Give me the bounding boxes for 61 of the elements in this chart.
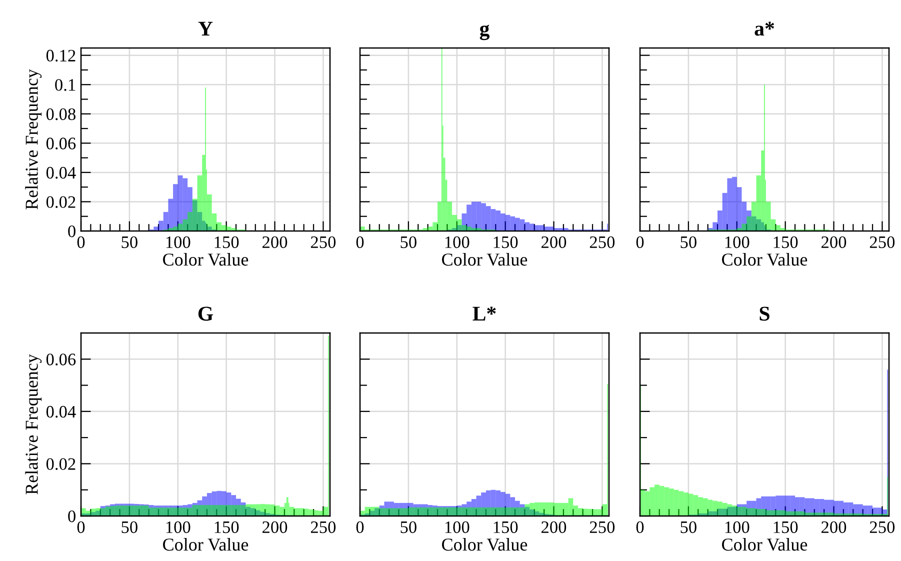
y-tick-label: 0.06 <box>46 138 76 150</box>
x-tick-label: 50 <box>122 236 138 248</box>
x-tick-label: 150 <box>494 521 518 534</box>
x-tick-label: 200 <box>542 236 566 248</box>
x-tick-label: 0 <box>77 521 85 534</box>
x-tick-label: 100 <box>725 236 750 248</box>
y-tick-label: 0 <box>68 225 76 238</box>
x-tick-label: 50 <box>400 521 416 534</box>
x-axis-title: Color Value <box>442 252 528 266</box>
x-tick-label: 250 <box>870 521 895 534</box>
x-tick-label: 0 <box>77 236 85 248</box>
x-tick-label: 100 <box>166 521 190 534</box>
x-axis-title: Color Value <box>163 538 248 551</box>
x-tick-label: 0 <box>636 236 644 248</box>
y-axis-title: Relative Frequency <box>25 69 42 210</box>
x-axis-title: Color Value <box>163 252 248 266</box>
x-tick-label: 50 <box>122 521 138 534</box>
chart-title: G <box>198 306 214 321</box>
y-tick-label: 0.02 <box>46 458 76 470</box>
chart-title: g <box>480 24 490 40</box>
y-tick-label: 0.06 <box>46 354 76 366</box>
y-axis-title: Relative Frequency <box>25 354 42 494</box>
x-tick-label: 200 <box>262 521 288 534</box>
x-tick-label: 0 <box>636 521 644 534</box>
x-tick-label: 250 <box>590 236 615 248</box>
x-tick-label: 250 <box>590 521 615 534</box>
x-tick-label: 50 <box>680 521 696 534</box>
x-axis-title: Color Value <box>722 252 808 266</box>
x-tick-label: 50 <box>400 236 416 248</box>
x-tick-label: 250 <box>870 236 895 248</box>
x-tick-label: 250 <box>310 521 336 534</box>
x-tick-label: 150 <box>494 236 518 248</box>
x-tick-label: 200 <box>262 236 288 248</box>
y-tick-label: 0 <box>68 510 76 522</box>
x-tick-label: 100 <box>445 236 470 248</box>
x-tick-label: 200 <box>822 236 846 248</box>
chart-title: L* <box>472 306 496 320</box>
x-tick-label: 100 <box>725 521 750 534</box>
x-axis-title: Color Value <box>722 538 808 551</box>
x-axis-title: Color Value <box>442 538 528 551</box>
x-tick-label: 150 <box>214 521 239 534</box>
x-tick-label: 150 <box>214 236 239 248</box>
y-tick-label: 0.04 <box>46 406 76 418</box>
x-tick-label: 0 <box>356 236 364 248</box>
x-tick-label: 200 <box>822 521 846 534</box>
x-tick-label: 50 <box>680 236 696 248</box>
x-tick-label: 100 <box>166 236 190 248</box>
y-tick-label: 0.02 <box>46 196 76 208</box>
x-tick-label: 200 <box>542 521 566 534</box>
x-tick-label: 150 <box>774 236 798 248</box>
x-tick-label: 150 <box>774 521 798 534</box>
chart-title: a* <box>754 22 774 36</box>
x-tick-label: 100 <box>445 521 470 534</box>
chart-title: S <box>760 306 770 321</box>
chart-title: Y <box>198 22 213 36</box>
x-tick-label: 0 <box>356 521 364 534</box>
x-tick-label: 250 <box>310 236 336 248</box>
y-tick-label: 0.04 <box>46 166 76 179</box>
y-tick-label: 0.08 <box>46 108 76 120</box>
y-tick-label: 0.12 <box>46 50 76 62</box>
y-tick-label: 0.1 <box>55 79 76 91</box>
